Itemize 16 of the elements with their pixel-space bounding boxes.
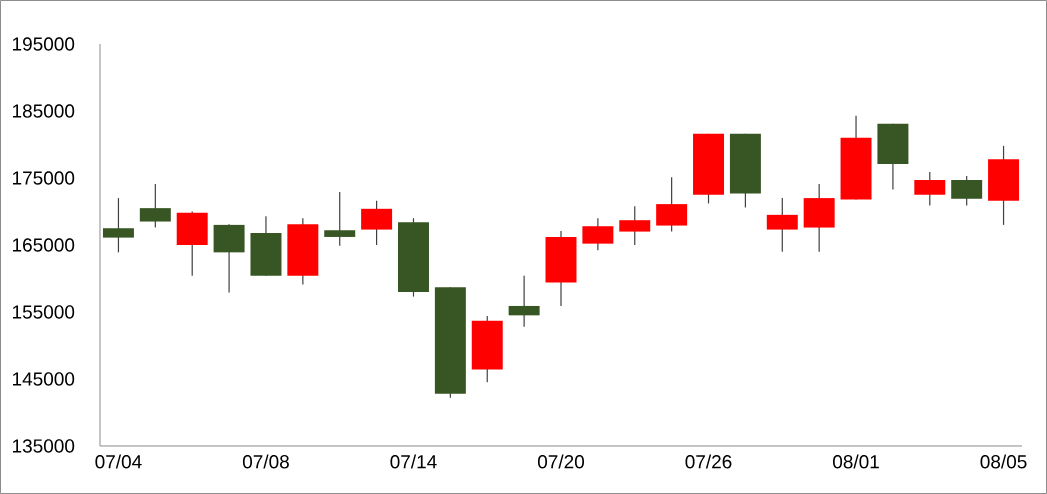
x-tick-label: 07/04 bbox=[95, 454, 142, 469]
x-tick-label: 07/14 bbox=[390, 454, 437, 469]
y-tick-label: 135000 bbox=[12, 439, 75, 453]
y-tick-label: 155000 bbox=[12, 305, 75, 319]
x-tick-label: 08/05 bbox=[980, 454, 1027, 469]
candlestick bbox=[324, 191, 356, 247]
y-tick-label: 195000 bbox=[12, 37, 75, 51]
x-tick-label: 07/20 bbox=[537, 454, 585, 469]
x-tick-label: 08/01 bbox=[833, 454, 879, 469]
y-tick-label: 185000 bbox=[12, 104, 75, 118]
candlestick bbox=[102, 197, 134, 253]
y-tick-label: 165000 bbox=[12, 238, 75, 252]
y-tick-label: 145000 bbox=[12, 372, 75, 386]
y-tick-label: 175000 bbox=[12, 171, 75, 185]
x-tick-label: 07/08 bbox=[242, 454, 289, 469]
x-tick-label: 07/26 bbox=[685, 454, 732, 469]
